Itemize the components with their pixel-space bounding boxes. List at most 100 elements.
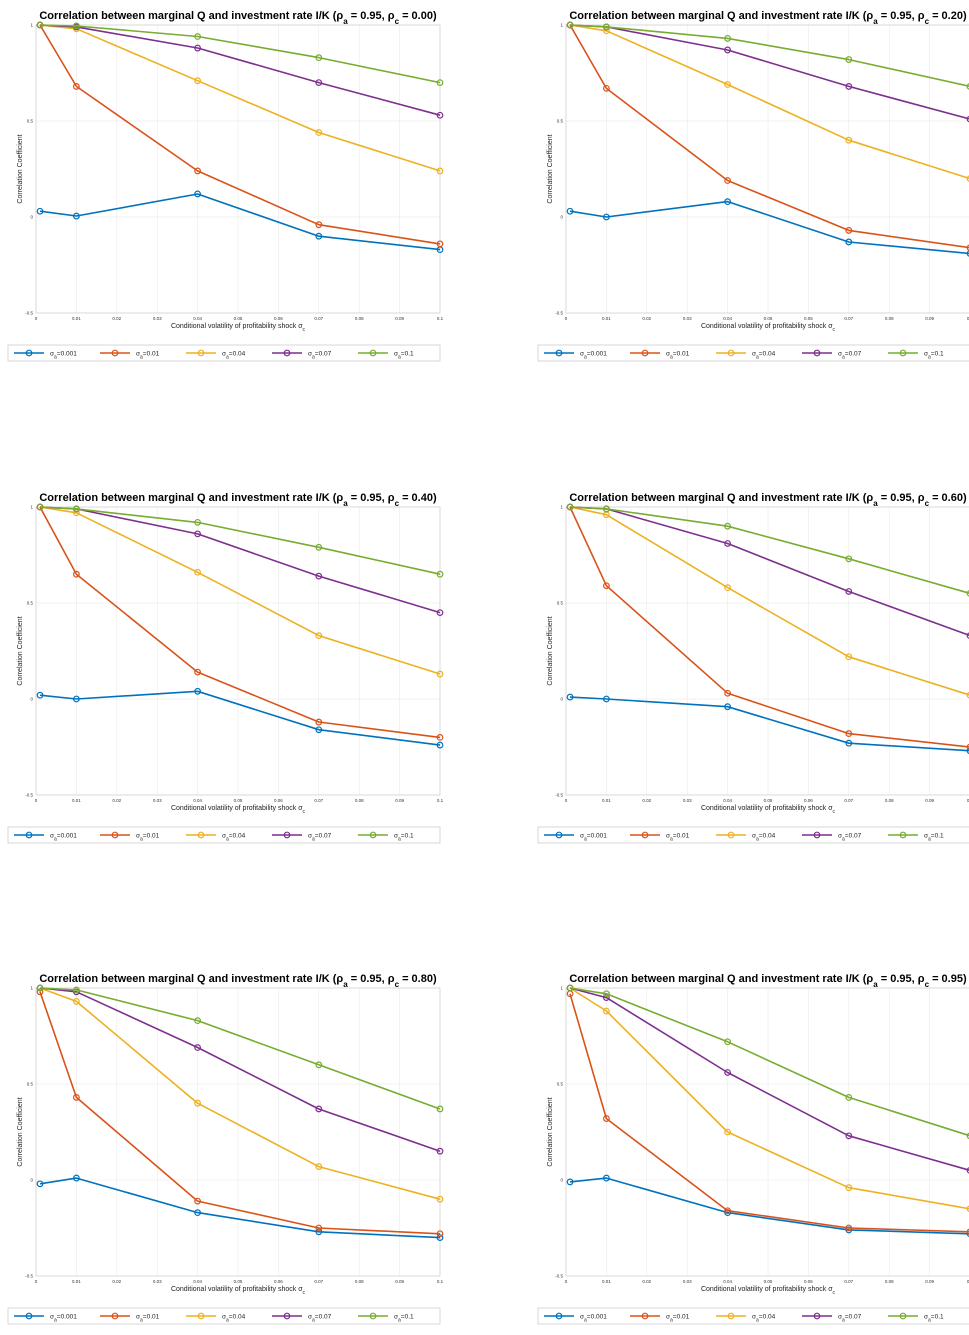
data-point [724,1128,731,1136]
data-point [72,695,80,703]
data-point [72,998,80,1005]
plot-area [35,24,441,314]
data-point [966,244,969,251]
data-point [724,522,731,530]
legend-entry: σa=0.01 [666,350,690,360]
legend-swatch-marker [727,831,735,839]
chart-panel-2: 0 0.01 0.02 0.03 0.04 0.05 0.06 0.07 0.08 0.09 0.1… [537,10,969,362]
data-point [845,588,853,595]
data-point [315,54,323,62]
legend-entry: σa=0.04 [752,1313,776,1323]
x-tick-label: 0 [565,1279,568,1284]
legend-entry: σa=0.07 [308,832,332,842]
legend-entry: σa=0.04 [222,832,246,842]
data-point [724,584,731,592]
legend-entry: σa=0.07 [838,1313,862,1323]
legend-box [537,344,969,362]
y-tick-label: 0.5 [27,119,34,124]
x-tick-label: 0.01 [602,798,611,803]
data-point [72,1094,80,1101]
data-point [436,1147,444,1155]
legend-swatch-marker [899,1312,907,1320]
data-point [966,632,969,639]
x-tick-label: 0 [35,798,38,803]
data-point [315,726,323,734]
x-tick-label: 0.03 [683,1279,692,1284]
legend-swatch-marker [813,831,821,839]
legend-entry: σa=0.01 [136,832,160,842]
legend-entry: σa=0.01 [136,350,160,360]
x-axis-label: Conditional volatility of profitability … [171,805,306,815]
legend-entry: σa=0.04 [752,832,776,842]
series-line-5 [569,987,969,1137]
data-point [36,984,44,992]
x-axis-label: Conditional volatility of profitability … [701,805,836,815]
data-point [36,988,44,996]
legend-entry: σa=0.04 [222,1313,246,1323]
legend-entry: σa=0.001 [580,832,607,842]
x-tick-label: 0.02 [642,1279,651,1284]
y-axis-label: Correlation Coefficient [17,1097,24,1166]
y-tick-label: 1 [560,23,563,28]
data-point [845,1094,853,1101]
x-tick-label: 0.03 [153,798,162,803]
data-point [966,115,969,123]
data-point [36,691,44,699]
data-point [845,555,853,563]
x-tick-label: 0.04 [193,1279,202,1284]
data-point [845,730,853,737]
data-point [194,668,202,676]
data-point [194,33,202,40]
legend-entry: σa=0.001 [50,832,77,842]
legend-entry: σa=0.001 [580,350,607,360]
x-tick-label: 0.04 [193,316,202,321]
legend-entry: σa=0.1 [924,1313,944,1323]
x-tick-label: 0.01 [72,316,81,321]
series-line-5 [569,506,969,594]
data-point [724,703,731,711]
series-line-5 [39,987,441,1110]
x-tick-label: 0.02 [112,316,121,321]
data-point [724,689,731,697]
series-line-2 [39,991,441,1235]
data-point [724,81,731,88]
data-point [845,1184,853,1192]
data-point [194,190,202,198]
x-tick-label: 0.03 [683,316,692,321]
x-tick-label: 0.03 [153,1279,162,1284]
data-point [603,27,610,35]
y-tick-label: 0 [30,1178,33,1183]
data-point [603,505,610,513]
data-point [436,609,444,616]
legend-swatch-marker [555,1312,563,1320]
data-point [845,136,853,144]
x-tick-label: 0.03 [683,798,692,803]
data-point [194,687,202,695]
x-tick-label: 0.1 [437,316,444,321]
x-tick-label: 0.05 [234,316,243,321]
x-tick-label: 0.05 [764,316,773,321]
x-tick-label: 0.04 [723,1279,732,1284]
legend-swatch-marker [727,349,735,357]
y-tick-label: 0 [30,215,33,220]
data-point [436,1230,444,1238]
legend-swatch-marker [111,349,119,357]
data-point [194,167,202,175]
y-axis-label: Correlation Coefficient [547,616,554,685]
data-point [724,1207,731,1215]
data-point [966,83,969,90]
series-line-4 [569,987,969,1171]
data-point [194,1099,202,1107]
data-point [315,1163,323,1170]
x-tick-label: 0.01 [602,1279,611,1284]
y-tick-label: 0 [30,697,33,702]
x-tick-label: 0.08 [355,316,364,321]
data-point [315,1105,323,1113]
x-tick-label: 0.05 [764,798,773,803]
legend-entry: σa=0.1 [924,350,944,360]
y-tick-label: -0.5 [555,1274,563,1279]
x-tick-label: 0.09 [925,1279,934,1284]
x-tick-label: 0 [35,1279,38,1284]
x-tick-label: 0.07 [844,1279,853,1284]
data-point [845,227,853,234]
